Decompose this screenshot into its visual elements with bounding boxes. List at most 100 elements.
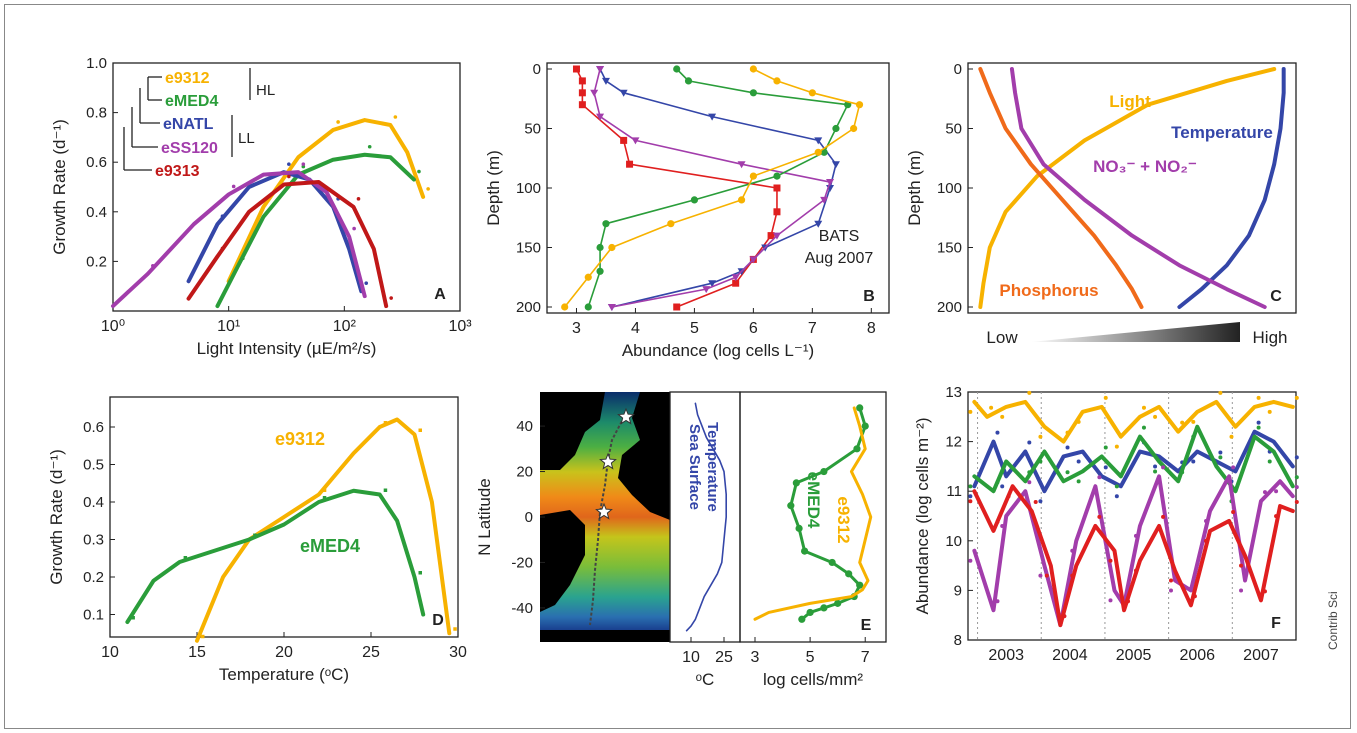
data-marker: [231, 184, 236, 189]
tick-label: 30: [449, 644, 467, 661]
europe-africa-landmass: [618, 392, 670, 520]
axes-frame: [967, 391, 1297, 641]
gradient-label: Low: [986, 328, 1018, 347]
data-marker: [773, 77, 781, 85]
data-marker: [389, 296, 393, 300]
series-line: [593, 68, 831, 308]
data-marker: [1103, 395, 1108, 400]
tick-label: 11: [946, 483, 962, 500]
data-marker: [220, 246, 225, 251]
panel-letter: E: [861, 617, 872, 634]
tick-label: 50: [524, 121, 541, 138]
data-marker: [861, 422, 869, 430]
data-marker: [367, 144, 372, 149]
data-marker: [1267, 409, 1272, 414]
tick-label: 10¹: [217, 318, 240, 335]
data-marker: [792, 479, 800, 487]
tick-label: 5: [806, 649, 815, 666]
tick-label: 100: [937, 180, 962, 197]
data-marker: [383, 488, 388, 492]
data-marker: [767, 232, 775, 240]
panel-letter: D: [432, 612, 444, 629]
tick-label: 10: [101, 644, 119, 661]
axis-label: Temperature (ᵒC): [219, 665, 349, 684]
tick-label: 7: [861, 649, 870, 666]
series-line: [125, 488, 426, 624]
data-marker: [1108, 558, 1113, 563]
axis-label: N Latitude: [475, 478, 494, 556]
data-marker: [220, 214, 225, 218]
legend-label: eNATL: [163, 116, 214, 133]
data-marker: [1133, 568, 1138, 573]
data-marker: [995, 480, 1000, 485]
data-marker: [1065, 430, 1070, 435]
data-marker: [684, 77, 693, 85]
panel-letter: F: [1271, 615, 1281, 632]
data-marker: [1294, 395, 1299, 400]
data-marker: [798, 615, 806, 623]
data-marker: [1267, 459, 1272, 464]
data-marker: [1070, 548, 1075, 553]
data-marker: [1229, 434, 1234, 439]
tick-label: 8: [867, 320, 876, 337]
data-marker: [1076, 459, 1081, 464]
data-marker: [578, 101, 586, 109]
data-marker: [690, 196, 699, 204]
data-marker: [131, 616, 135, 620]
data-marker: [1262, 490, 1267, 495]
curve-label: Temperature: [1171, 123, 1273, 142]
annotation: Aug 2007: [805, 250, 874, 267]
data-marker: [1038, 434, 1043, 439]
axes-frame: [112, 62, 461, 312]
series-label: e9312: [275, 429, 325, 449]
axis-label: Abundance (log cells m⁻²): [913, 417, 932, 614]
data-marker: [1274, 514, 1279, 519]
data-marker: [1038, 573, 1043, 578]
data-marker: [596, 66, 605, 73]
data-marker: [795, 524, 803, 532]
tick-label: 5: [690, 320, 699, 337]
data-marker: [596, 113, 605, 121]
axis-label: Growth Rate (d⁻¹): [47, 449, 66, 585]
data-marker: [287, 162, 291, 166]
data-marker: [749, 256, 758, 264]
data-marker: [1231, 509, 1236, 514]
data-marker: [1065, 470, 1070, 475]
data-marker: [1191, 459, 1196, 464]
tick-label: 150: [937, 240, 962, 257]
tick-label: 9: [954, 582, 962, 599]
data-marker: [850, 124, 858, 133]
data-marker: [1027, 480, 1032, 485]
figure-frame: [4, 4, 1351, 729]
panel-b: 3 4 5 6 7 8 0 50 100 150 200 Abundance (log cells L…: [484, 61, 890, 360]
data-marker: [1256, 395, 1261, 400]
data-marker: [1006, 494, 1011, 499]
series-line: [599, 68, 837, 308]
tick-label: 25: [362, 644, 380, 661]
data-marker: [1133, 533, 1138, 538]
tick-label: 0: [525, 509, 533, 526]
panel-a: 10⁰ 10¹ 10² 10³ 0.2 0.4 0.6 0.8 1.0 Light Intensi…: [50, 55, 472, 358]
data-marker: [1168, 588, 1173, 593]
tick-label: 7: [808, 320, 817, 337]
panel-c: 0 50 100 150 200 Depth (m) Light Temperature NO₃…: [905, 61, 1297, 347]
tick-label: 2006: [1179, 647, 1215, 664]
data-marker: [418, 571, 422, 575]
data-marker: [832, 124, 840, 133]
data-marker: [1153, 414, 1158, 419]
data-marker: [834, 599, 842, 607]
data-marker: [702, 286, 711, 294]
data-marker: [1076, 479, 1081, 484]
tick-label: 8: [954, 632, 962, 649]
tick-label: 6: [749, 320, 758, 337]
series-line: [1009, 67, 1267, 309]
curve-label: NO₃⁻ + NO₂⁻: [1093, 157, 1197, 176]
data-marker: [995, 430, 1000, 435]
data-marker: [1114, 494, 1119, 499]
tick-label: 0: [954, 61, 962, 78]
series-line: [563, 68, 861, 308]
axis-label: Light Intensity (µE/m²/s): [197, 339, 377, 358]
series-label: Temperature: [704, 422, 721, 512]
